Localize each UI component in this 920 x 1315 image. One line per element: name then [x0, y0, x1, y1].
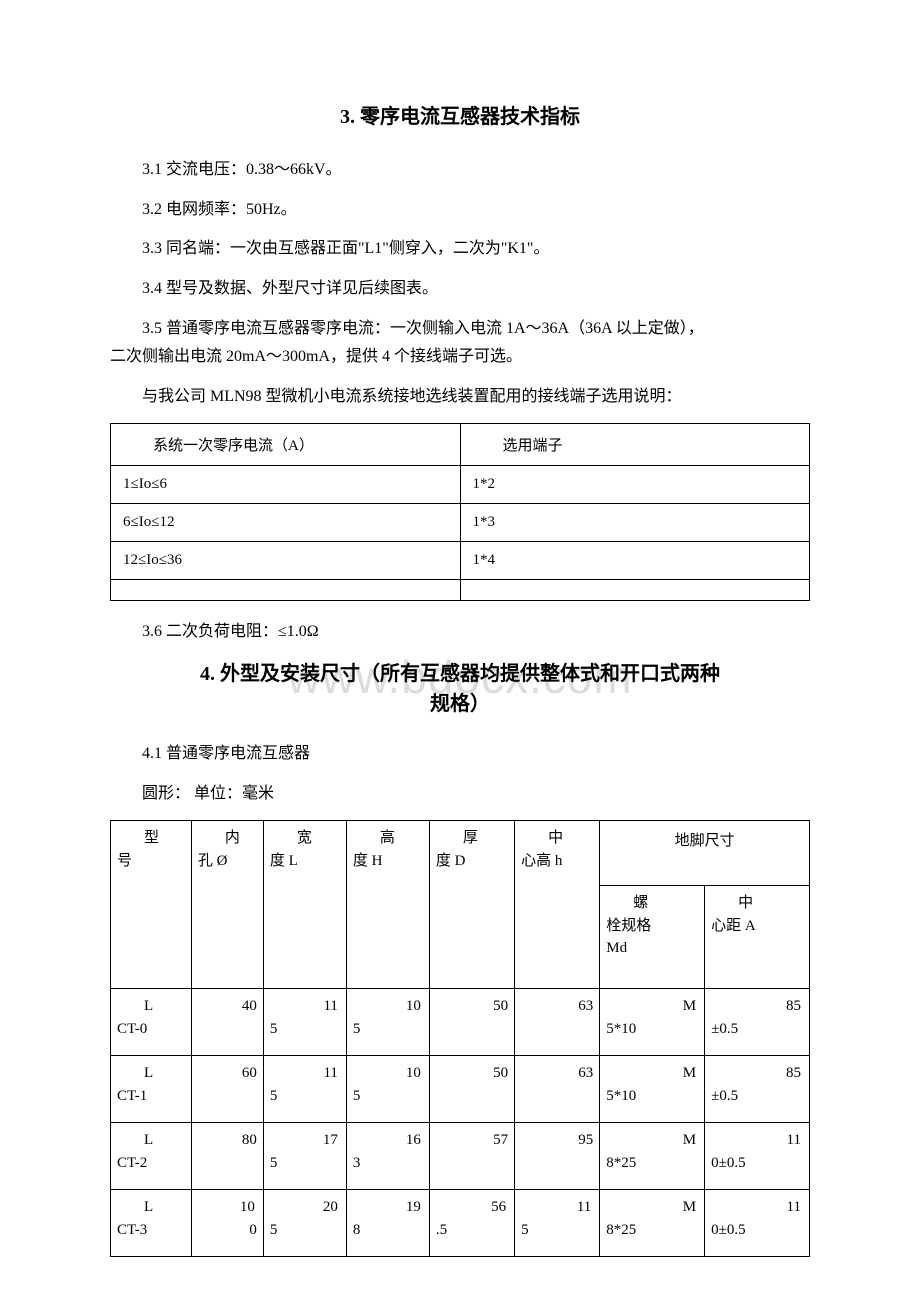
- dims-hdr-height: 高度 H: [346, 821, 429, 989]
- terminal-cell: [460, 580, 810, 601]
- dims-cell-width: 115: [263, 989, 346, 1056]
- table-row: LCT-1601151055063M5*1085±0.5: [111, 1056, 810, 1123]
- dims-cell-height: 105: [346, 989, 429, 1056]
- section4-title-line2: 规格）: [430, 693, 490, 715]
- dims-cell-center: 115: [515, 1190, 600, 1257]
- dims-cell-model: LCT-1: [111, 1056, 192, 1123]
- para-3-5c: 与我公司 MLN98 型微机小电流系统接地选线装置配用的接线端子选用说明：: [110, 384, 810, 410]
- dims-hdr-model: 型号: [111, 821, 192, 989]
- dims-hdr-center: 中心高 h: [515, 821, 600, 989]
- table-row: 系统一次零序电流（A） 选用端子: [111, 424, 810, 466]
- dims-cell-dist: 110±0.5: [705, 1190, 810, 1257]
- dims-hdr-foot-group: 地脚尺寸: [600, 821, 810, 886]
- dims-hdr-width: 宽度 L: [263, 821, 346, 989]
- dims-hdr-thick: 厚度 D: [429, 821, 514, 989]
- dims-cell-dist: 110±0.5: [705, 1123, 810, 1190]
- para-3-5: 3.5 普通零序电流互感器零序电流：一次侧输入电流 1A～36A（36A 以上定…: [110, 315, 810, 369]
- table-row: LCT-310020519856.5115M8*25110±0.5: [111, 1190, 810, 1257]
- table-row: 12≤Io≤36 1*4: [111, 542, 810, 580]
- dims-cell-hole: 40: [191, 989, 263, 1056]
- dims-cell-height: 198: [346, 1190, 429, 1257]
- dims-cell-center: 63: [515, 1056, 600, 1123]
- table-row: 6≤Io≤12 1*3: [111, 504, 810, 542]
- para-4-1b: 圆形： 单位：毫米: [110, 781, 810, 807]
- dims-cell-model: LCT-3: [111, 1190, 192, 1257]
- para-3-5-line1: 3.5 普通零序电流互感器零序电流：一次侧输入电流 1A～36A（36A 以上定…: [110, 315, 810, 342]
- terminal-col1-header: 系统一次零序电流（A）: [111, 424, 461, 466]
- terminal-cell: 1*3: [460, 504, 810, 542]
- dims-cell-hole: 80: [191, 1123, 263, 1190]
- table-row: 1≤Io≤6 1*2: [111, 466, 810, 504]
- section4-title-line1: 4. 外型及安装尺寸（所有互感器均提供整体式和开口式两种: [200, 663, 720, 685]
- terminal-cell: 1*2: [460, 466, 810, 504]
- para-4-1: 4.1 普通零序电流互感器: [110, 741, 810, 767]
- dims-cell-width: 175: [263, 1123, 346, 1190]
- dims-cell-model: LCT-2: [111, 1123, 192, 1190]
- para-3-6: 3.6 二次负荷电阻：≤1.0Ω: [110, 619, 810, 645]
- terminal-cell: 6≤Io≤12: [111, 504, 461, 542]
- dims-hdr-hole: 内孔 Ø: [191, 821, 263, 989]
- section4-title: 4. 外型及安装尺寸（所有互感器均提供整体式和开口式两种 规格）: [110, 659, 810, 719]
- dims-cell-dist: 85±0.5: [705, 989, 810, 1056]
- dims-hdr-bolt: 螺 栓规格 Md: [600, 886, 705, 989]
- table-row: LCT-2801751635795M8*25110±0.5: [111, 1123, 810, 1190]
- dims-cell-hole: 100: [191, 1190, 263, 1257]
- table-row: LCT-0401151055063M5*1085±0.5: [111, 989, 810, 1056]
- dims-hdr-dist: 中心距 A: [705, 886, 810, 989]
- dimensions-table: 型号 内孔 Ø 宽度 L 高度 H 厚度 D 中心高 h 地脚尺寸: [110, 820, 810, 1257]
- dims-cell-model: LCT-0: [111, 989, 192, 1056]
- dims-cell-center: 95: [515, 1123, 600, 1190]
- para-3-2: 3.2 电网频率：50Hz。: [110, 197, 810, 223]
- dims-cell-bolt: M8*25: [600, 1123, 705, 1190]
- table-row: 型号 内孔 Ø 宽度 L 高度 H 厚度 D 中心高 h 地脚尺寸: [111, 821, 810, 886]
- dims-cell-height: 105: [346, 1056, 429, 1123]
- dims-cell-bolt: M5*10: [600, 989, 705, 1056]
- para-3-4: 3.4 型号及数据、外型尺寸详见后续图表。: [110, 276, 810, 302]
- dims-cell-bolt: M8*25: [600, 1190, 705, 1257]
- para-3-1: 3.1 交流电压：0.38～66kV。: [110, 157, 810, 183]
- dims-cell-bolt: M5*10: [600, 1056, 705, 1123]
- dims-cell-width: 115: [263, 1056, 346, 1123]
- dims-cell-dist: 85±0.5: [705, 1056, 810, 1123]
- section3-title: 3. 零序电流互感器技术指标: [110, 100, 810, 129]
- terminal-selection-table: 系统一次零序电流（A） 选用端子 1≤Io≤6 1*2 6≤Io≤12 1*3 …: [110, 423, 810, 601]
- terminal-cell: 12≤Io≤36: [111, 542, 461, 580]
- dims-cell-height: 163: [346, 1123, 429, 1190]
- terminal-col2-header: 选用端子: [460, 424, 810, 466]
- dims-cell-thick: 50: [429, 989, 514, 1056]
- para-3-3: 3.3 同名端：一次由互感器正面"L1"侧穿入，二次为"K1"。: [110, 236, 810, 262]
- dims-cell-thick: 57: [429, 1123, 514, 1190]
- dims-cell-center: 63: [515, 989, 600, 1056]
- dims-cell-thick: 50: [429, 1056, 514, 1123]
- dims-cell-hole: 60: [191, 1056, 263, 1123]
- terminal-cell: [111, 580, 461, 601]
- dims-cell-thick: 56.5: [429, 1190, 514, 1257]
- table-row: [111, 580, 810, 601]
- terminal-cell: 1≤Io≤6: [111, 466, 461, 504]
- terminal-cell: 1*4: [460, 542, 810, 580]
- para-3-5-line2: 二次侧输出电流 20mA～300mA，提供 4 个接线端子可选。: [110, 348, 522, 365]
- dims-cell-width: 205: [263, 1190, 346, 1257]
